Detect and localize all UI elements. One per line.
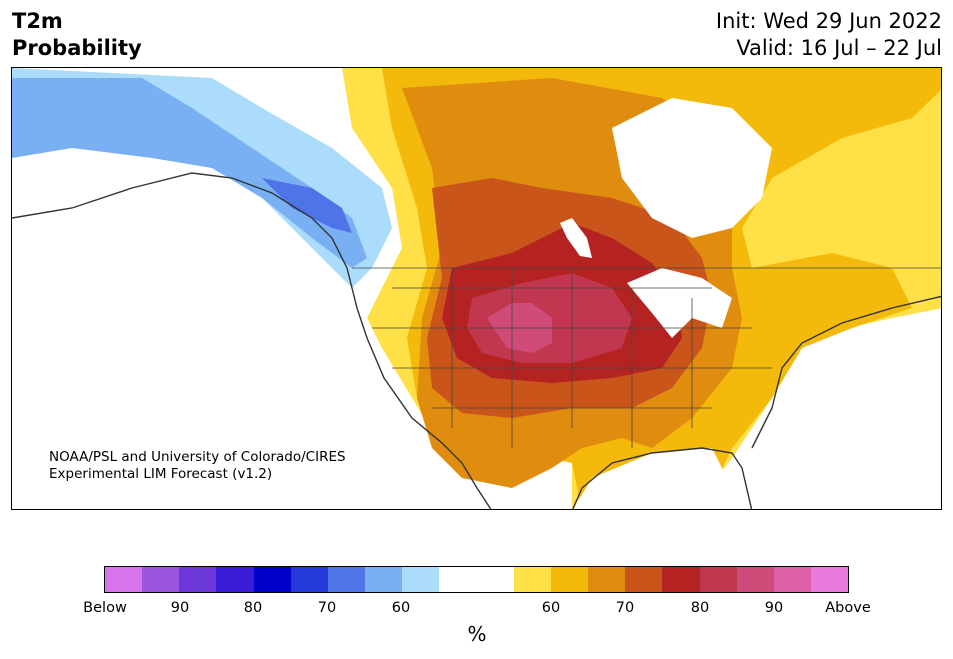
colorbar-segment [105,567,143,592]
probability-map [12,68,941,509]
colorbar-segment [736,567,774,592]
colorbar-segment [290,567,328,592]
colorbar-segment [513,567,551,592]
tick-below-70: 70 [317,600,337,616]
colorbar-segment [142,567,180,592]
map-title: T2m Probability [12,8,142,62]
state-borders [352,267,941,448]
colorbar-segment [810,567,849,592]
coastline [12,172,941,509]
credit-text: NOAA/PSL and University of Colorado/CIRE… [49,449,346,483]
colorbar-segment [439,567,477,592]
atlantic-ocean [752,318,941,509]
colorbar-segment [253,567,291,592]
map-panel: NOAA/PSL and University of Colorado/CIRE… [11,67,942,510]
colorbar [104,566,849,593]
colorbar-segment [588,567,626,592]
tick-above-80: 80 [690,600,710,616]
tick-above: Above [825,600,871,616]
title-variable: T2m [12,9,63,33]
valid-range: Valid: 16 Jul – 22 Jul [736,36,942,60]
colorbar-segment [402,567,440,592]
colorbar-segment [699,567,737,592]
hudson-bay [612,98,772,238]
tick-below: Below [83,600,127,616]
tick-below-80: 80 [243,600,263,616]
lake-winnipeg [560,218,592,258]
tick-above-70: 70 [615,600,635,616]
tick-below-90: 90 [170,600,190,616]
great-lakes [627,268,732,338]
tick-above-90: 90 [764,600,784,616]
credit-line-2: Experimental LIM Forecast (v1.2) [49,466,273,482]
title-type: Probability [12,36,142,60]
colorbar-unit: % [467,622,487,646]
below-70-region [12,78,367,268]
tick-below-60: 60 [391,600,411,616]
colorbar-segment [365,567,403,592]
colorbar-segment [625,567,663,592]
pacific-ocean [12,208,461,509]
init-date: Init: Wed 29 Jun 2022 [715,9,942,33]
colorbar-segment [327,567,366,592]
below-80-region [262,178,352,233]
credit-line-1: NOAA/PSL and University of Colorado/CIRE… [49,449,346,465]
colorbar-segment [216,567,254,592]
colorbar-segment [476,567,514,592]
forecast-dates: Init: Wed 29 Jun 2022 Valid: 16 Jul – 22… [716,8,942,62]
colorbar-segment [773,567,811,592]
tick-above-60: 60 [541,600,561,616]
colorbar-segment [550,567,589,592]
colorbar-segment [662,567,700,592]
colorbar-segment [179,567,217,592]
gulf-of-mexico [573,448,751,509]
